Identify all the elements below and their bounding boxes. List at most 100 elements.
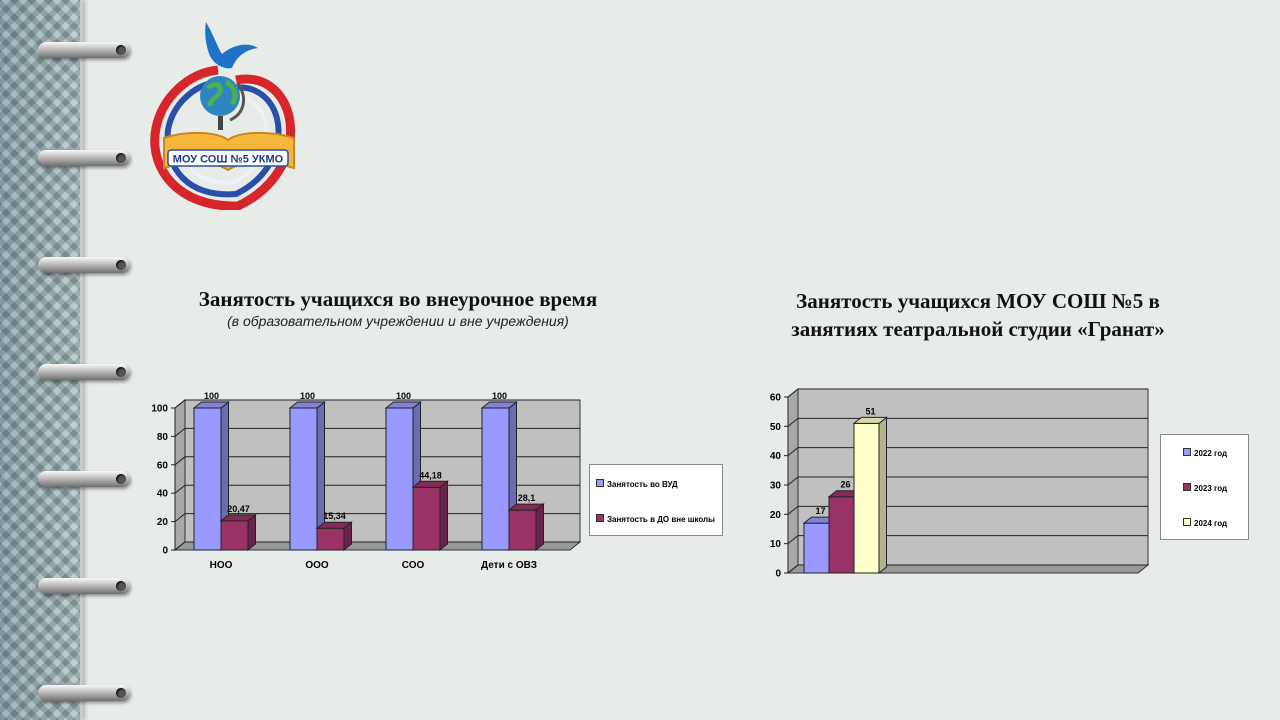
y-tick-label: 0: [775, 569, 781, 580]
legend-swatch: [1183, 448, 1191, 456]
plot-side-wall: [174, 398, 186, 552]
binder-ring: [38, 257, 130, 273]
logo-text: МОУ СОШ №5 УКМО: [173, 154, 284, 166]
legend-item: 2023 год: [1183, 483, 1227, 493]
bar: [316, 527, 345, 551]
gridline: [787, 388, 1148, 398]
data-label: 51: [865, 406, 875, 416]
bar: [220, 520, 249, 551]
gridline: [787, 417, 1148, 427]
legend-item: Занятость во ВУД: [596, 479, 678, 489]
chart1-subtitle: (в образовательном учреждении и вне учре…: [227, 313, 569, 329]
gridline: [174, 541, 580, 551]
bar-top: [315, 521, 353, 529]
bar-top: [219, 514, 257, 522]
gridline: [787, 505, 1148, 515]
x-tick-label: Дети с ОВЗ: [481, 560, 537, 571]
notebook-spine: [0, 0, 83, 720]
binder-ring: [38, 685, 130, 701]
data-label: 100: [204, 391, 219, 401]
gridline: [174, 399, 580, 409]
bar: [289, 407, 318, 551]
bar-top: [411, 480, 449, 488]
chart2-title: Занятость учащихся МОУ СОШ №5 в занятиях…: [730, 287, 1226, 343]
gridline: [174, 427, 580, 437]
bar: [481, 407, 510, 551]
legend-item: 2024 год: [1183, 518, 1227, 528]
data-label: 100: [492, 391, 507, 401]
legend-swatch: [1183, 518, 1191, 526]
bar-top: [480, 401, 518, 409]
chart2-title-line: Занятость учащихся МОУ СОШ №5 в: [796, 289, 1160, 313]
legend-label: 2024 год: [1194, 519, 1228, 528]
gridline: [174, 484, 580, 494]
y-tick-label: 20: [770, 510, 782, 521]
bar-side: [535, 503, 544, 552]
legend-label: 2022 год: [1194, 449, 1228, 458]
bar-top: [192, 401, 230, 409]
bar-top: [852, 416, 888, 424]
y-tick-label: 100: [151, 404, 168, 415]
binder-ring: [38, 364, 130, 380]
y-tick-label: 60: [770, 393, 782, 404]
bar-top: [507, 503, 545, 511]
data-label: 100: [396, 391, 411, 401]
legend-label: 2023 год: [1194, 484, 1228, 493]
gridline: [787, 535, 1148, 545]
y-tick-label: 50: [770, 422, 782, 433]
bar: [193, 407, 222, 551]
gridline: [174, 456, 580, 466]
gridline: [787, 447, 1148, 457]
legend-item: Занятость в ДО вне школы: [596, 514, 715, 524]
bar: [385, 407, 414, 551]
y-tick-label: 0: [162, 546, 168, 557]
chart2-legend: 2022 год 2023 год 2024 год: [1160, 434, 1249, 540]
bar-top: [288, 401, 326, 409]
bar: [508, 509, 537, 551]
y-tick-label: 10: [770, 539, 782, 550]
y-tick-label: 40: [770, 451, 782, 462]
x-tick-label: СОО: [402, 560, 425, 571]
bar: [853, 422, 880, 574]
data-label: 20,47: [227, 504, 250, 514]
legend-swatch: [596, 514, 604, 522]
data-label: 28,1: [518, 493, 536, 503]
bar-side: [439, 480, 448, 552]
chart1: 0 20 40 60 80 100 100 20,47 НОО 100 15,34 ООО 100 44,…: [151, 391, 582, 571]
legend-swatch: [1183, 483, 1191, 491]
legend-swatch: [596, 479, 604, 487]
y-tick-label: 40: [157, 489, 169, 500]
x-tick-label: ООО: [305, 560, 329, 571]
data-label: 26: [840, 480, 850, 490]
chart1-title: Занятость учащихся во внеурочное время: [198, 287, 598, 311]
chart2-title-line: занятиях театральной студии «Гранат»: [791, 317, 1165, 341]
school-logo: МОУ СОШ №5 УКМО: [150, 22, 295, 210]
chart1-legend: Занятость во ВУД Занятость в ДО вне школ…: [589, 464, 723, 536]
gridline: [787, 564, 1148, 574]
legend-label: Занятость во ВУД: [607, 480, 678, 489]
data-label: 44,18: [419, 470, 442, 480]
binder-ring: [38, 578, 130, 594]
bar-top: [384, 401, 422, 409]
legend-item: 2022 год: [1183, 448, 1227, 458]
bar-side: [878, 416, 887, 575]
bar: [828, 496, 855, 574]
binder-ring: [38, 42, 130, 58]
data-label: 100: [300, 391, 315, 401]
y-tick-label: 60: [157, 460, 169, 471]
data-label: 17: [815, 506, 825, 516]
dove-icon: [205, 22, 258, 69]
bar: [803, 522, 830, 574]
bar: [412, 486, 441, 551]
chart2: 0 10 20 30 40 50 60 17 26 51: [770, 387, 1150, 580]
gridline: [787, 476, 1148, 486]
legend-label: Занятость в ДО вне школы: [607, 515, 715, 524]
binder-ring: [38, 150, 130, 166]
y-tick-label: 30: [770, 481, 782, 492]
y-tick-label: 80: [157, 432, 169, 443]
data-label: 15,34: [323, 511, 346, 521]
y-tick-label: 20: [157, 517, 169, 528]
binder-ring: [38, 471, 130, 487]
x-tick-label: НОО: [210, 560, 233, 571]
globe-icon: [200, 76, 246, 130]
